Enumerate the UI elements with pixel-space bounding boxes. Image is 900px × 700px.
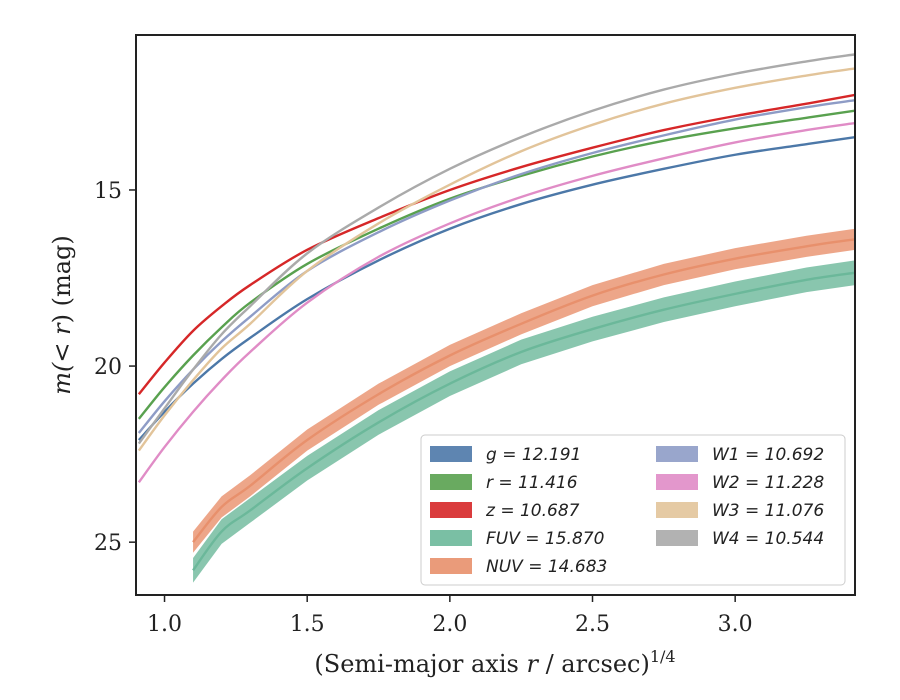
legend-box xyxy=(420,434,846,586)
line-w1 xyxy=(137,98,855,434)
line-w4 xyxy=(137,53,855,445)
legend-item-fuv: FUV = 15.870 xyxy=(430,529,604,549)
x-tick-label: 1.0 xyxy=(147,612,182,637)
series-g xyxy=(137,135,855,441)
legend-label: NUV = 14.683 xyxy=(486,557,607,577)
legend-label: W2 = 11.228 xyxy=(712,473,824,493)
series-w4 xyxy=(137,53,855,445)
band-fuv xyxy=(193,260,855,583)
legend-item-w1: W1 = 10.692 xyxy=(656,445,824,465)
ticks-layer: 1.0 1.5 2.0 2.5 3.0 15 20 25 xyxy=(94,179,753,637)
line-fuv xyxy=(192,271,855,572)
series-z xyxy=(137,93,855,396)
legend-swatch xyxy=(656,474,698,490)
x-tick-label: 3.0 xyxy=(718,612,753,637)
y-axis-label: m(< r) (mag) xyxy=(48,235,76,395)
line-z xyxy=(137,93,855,396)
series-r xyxy=(137,109,855,420)
series-w1 xyxy=(137,98,855,434)
legend-swatch xyxy=(656,530,698,546)
y-tick-label: 15 xyxy=(94,179,122,204)
line-w3 xyxy=(137,67,855,452)
legend-swatch xyxy=(430,502,472,518)
legend-label: FUV = 15.870 xyxy=(486,529,604,549)
legend-swatch xyxy=(430,474,472,490)
line-nuv xyxy=(192,238,855,543)
line-g xyxy=(137,135,855,441)
series-nuv xyxy=(192,228,855,553)
plot-frame xyxy=(135,34,856,596)
legend-item-g: g = 12.191 xyxy=(430,445,581,465)
y-tick-label: 25 xyxy=(94,531,122,556)
legend-label: W1 = 10.692 xyxy=(712,445,824,465)
legend-swatch xyxy=(430,530,472,546)
legend-swatch xyxy=(656,446,698,462)
x-tick-label: 2.5 xyxy=(575,612,610,637)
series-w2 xyxy=(137,121,855,484)
legend-label: W3 = 11.076 xyxy=(712,501,824,521)
series-layer xyxy=(137,53,855,583)
line-r xyxy=(137,109,855,420)
legend-swatch xyxy=(430,558,472,574)
legend-item-nuv: NUV = 14.683 xyxy=(430,557,607,577)
x-tick-label: 2.0 xyxy=(432,612,467,637)
legend: g = 12.191 r = 11.416 z = 10.687 FUV = 15.8… xyxy=(420,434,846,586)
line-w2 xyxy=(137,121,855,484)
series-w3 xyxy=(137,67,855,452)
series-fuv xyxy=(192,260,855,583)
legend-item-w4: W4 = 10.544 xyxy=(656,529,824,549)
legend-swatch xyxy=(656,502,698,518)
x-axis-label: (Semi-major axis r / arcsec)1/4 xyxy=(314,647,675,678)
legend-label: W4 = 10.544 xyxy=(712,529,824,549)
legend-swatch xyxy=(430,446,472,462)
legend-item-z: z = 10.687 xyxy=(430,501,580,521)
legend-item-w3: W3 = 11.076 xyxy=(656,501,824,521)
legend-label: g = 12.191 xyxy=(486,445,581,465)
legend-label: r = 11.416 xyxy=(486,473,578,493)
x-tick-label: 1.5 xyxy=(290,612,325,637)
legend-item-w2: W2 = 11.228 xyxy=(656,473,824,493)
legend-label: z = 10.687 xyxy=(485,501,580,521)
legend-item-r: r = 11.416 xyxy=(430,473,578,493)
y-tick-label: 20 xyxy=(94,355,122,380)
